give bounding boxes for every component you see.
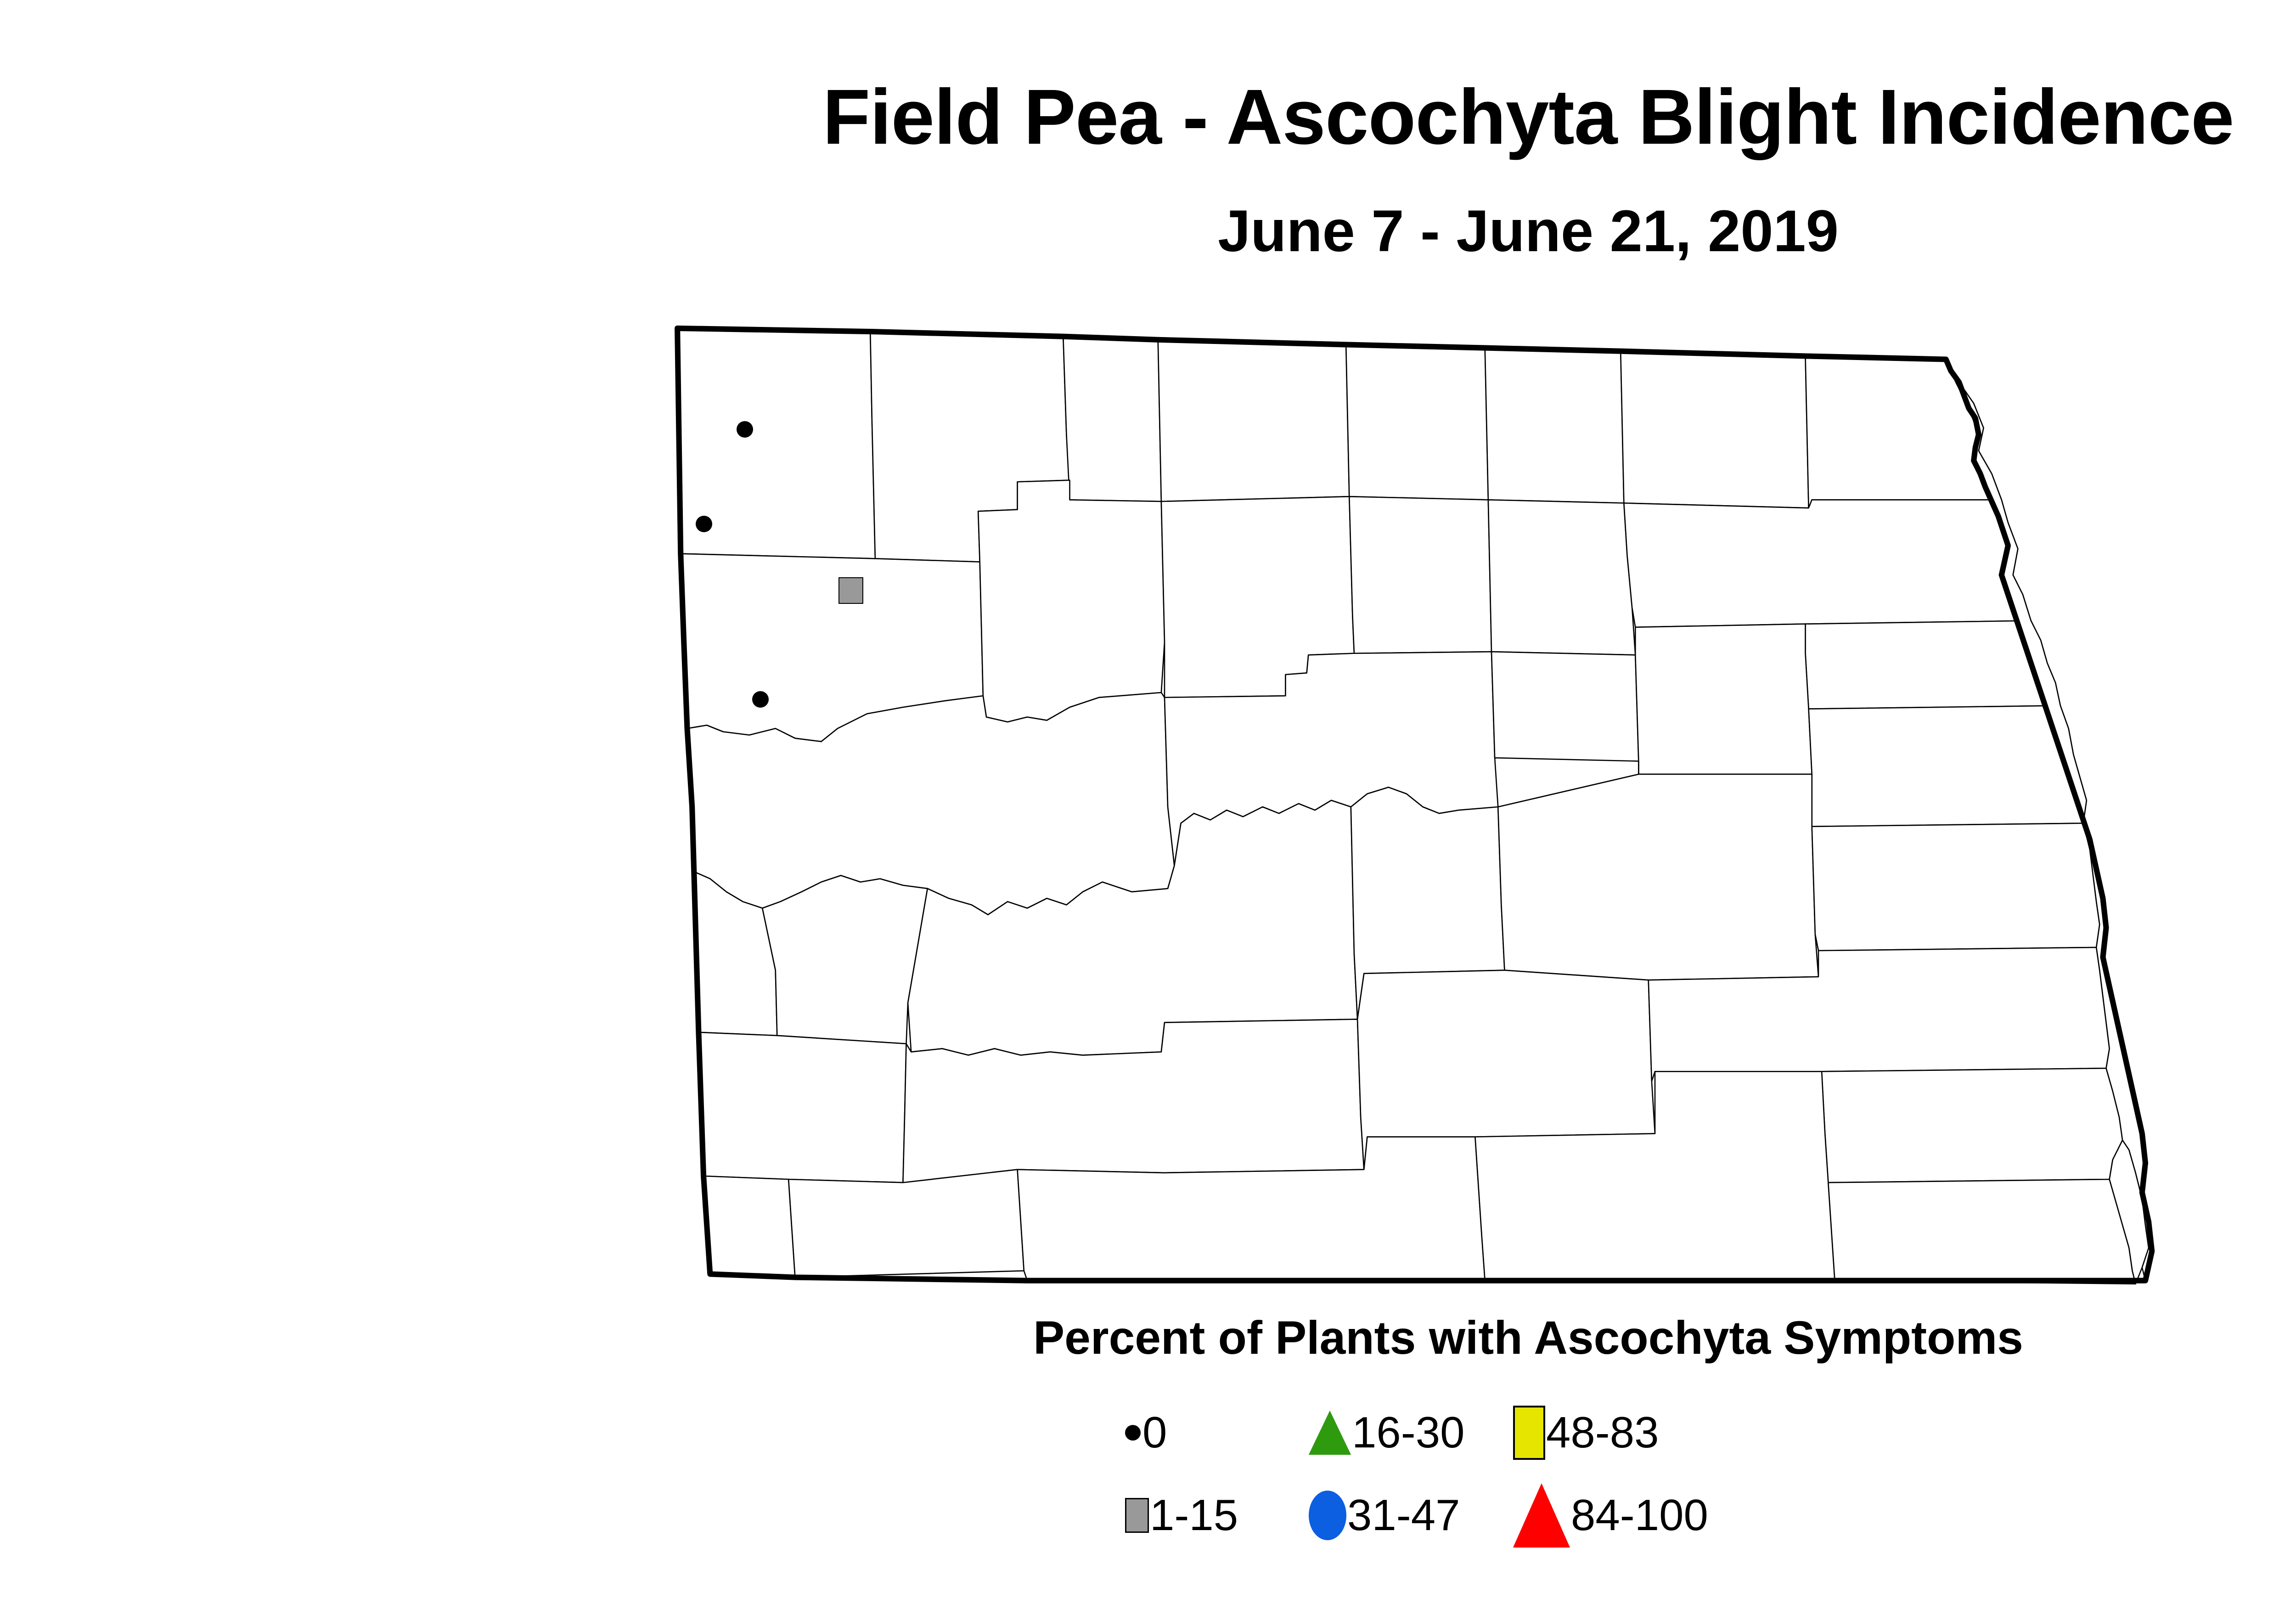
legend: 0 16-30 48-83 1-15 31-47 84-1	[1125, 1394, 1906, 1577]
county-polygon	[1488, 500, 1635, 655]
county-polygon	[762, 876, 928, 1044]
legend-title: Percent of Plants with Ascochyta Symptom…	[1033, 1312, 2023, 1364]
county-polygon	[1346, 344, 1488, 500]
legend-item-31-47: 31-47	[1309, 1476, 1506, 1554]
county-polygon	[1491, 652, 1638, 761]
county-polygon	[1485, 348, 1624, 503]
county-polygon	[788, 1170, 1024, 1278]
county-polygon	[1806, 356, 2002, 508]
county-polygon	[677, 328, 875, 559]
legend-item-48-83: 48-83	[1513, 1394, 1798, 1472]
county-polygon	[1828, 1179, 2135, 1284]
legend-row: 1-15 31-47 84-100	[1125, 1476, 1906, 1554]
legend-square-gray-icon	[1125, 1498, 1149, 1533]
legend-circle-black-icon	[1125, 1425, 1141, 1441]
county-polygon	[1158, 340, 1350, 501]
county-polygon	[978, 480, 1165, 722]
legend-row: 0 16-30 48-83	[1125, 1394, 1906, 1472]
state-outline	[675, 325, 2155, 1283]
county-polygon	[698, 1032, 906, 1182]
county-polygon	[1349, 496, 1491, 653]
legend-item-label: 0	[1142, 1408, 1167, 1457]
page-subtitle: June 7 - June 21, 2019	[1218, 198, 1839, 264]
legend-title-wrap: Percent of Plants with Ascochyta Symptom…	[0, 1311, 2296, 1365]
county-polygon	[1621, 351, 1808, 508]
legend-item-84-100: 84-100	[1513, 1476, 1798, 1554]
legend-triangle-green-icon	[1309, 1411, 1351, 1455]
legend-circle-blue-icon	[1309, 1491, 1346, 1540]
county-polygon	[1624, 500, 2031, 627]
county-polygon	[703, 1176, 795, 1278]
legend-item-label: 84-100	[1571, 1491, 1708, 1540]
legend-item-label: 16-30	[1352, 1408, 1465, 1457]
legend-triangle-red-icon	[1513, 1483, 1570, 1548]
page-title: Field Pea - Ascochyta Blight Incidence	[822, 73, 2234, 161]
legend-item-0: 0	[1125, 1394, 1322, 1472]
county-polygons	[677, 328, 2152, 1284]
legend-square-yellow-icon	[1513, 1406, 1545, 1460]
legend-item-1-15: 1-15	[1125, 1476, 1322, 1554]
legend-item-label: 31-47	[1347, 1491, 1460, 1540]
legend-item-label: 48-83	[1546, 1408, 1659, 1457]
north-dakota-map	[592, 317, 2227, 1290]
county-polygon	[1063, 337, 1161, 501]
county-polygon	[1812, 823, 2100, 951]
subtitle-block: June 7 - June 21, 2019	[0, 202, 2296, 261]
legend-item-label: 1-15	[1150, 1491, 1238, 1540]
county-polygon	[1809, 706, 2087, 827]
legend-item-16-30: 16-30	[1309, 1394, 1506, 1472]
county-polygon	[1822, 1068, 2122, 1182]
title-block: Field Pea - Ascochyta Blight Incidence	[0, 78, 2296, 156]
county-polygon	[1635, 624, 1812, 774]
north-dakota-county-map-svg	[675, 325, 2155, 1290]
county-polygon	[1498, 761, 1818, 980]
